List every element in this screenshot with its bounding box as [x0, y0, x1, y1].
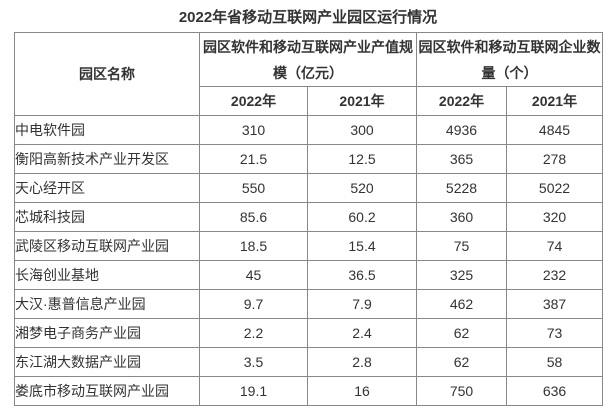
value-cell: 310 [199, 115, 308, 145]
year-header-output-2022: 2022年 [199, 86, 308, 116]
park-name-cell: 长海创业基地 [14, 260, 200, 290]
value-cell: 232 [506, 260, 603, 290]
year-header-count-2021: 2021年 [506, 86, 603, 116]
value-cell: 62 [416, 347, 507, 377]
column-group-enterprise-count: 园区软件和移动互联网企业数量（个） [416, 32, 603, 87]
table-row: 衡阳高新技术产业开发区 21.5 12.5 365 278 [14, 144, 603, 174]
page-title: 2022年省移动互联网产业园区运行情况 [178, 8, 438, 26]
value-cell: 5228 [416, 173, 507, 203]
year-header-output-2021: 2021年 [307, 86, 417, 116]
park-name-cell: 中电软件园 [14, 115, 200, 145]
value-cell: 750 [416, 376, 507, 406]
value-cell: 12.5 [307, 144, 417, 174]
value-cell: 2.2 [199, 318, 308, 348]
value-cell: 19.1 [199, 376, 308, 406]
value-cell: 21.5 [199, 144, 308, 174]
value-cell: 320 [506, 202, 603, 232]
value-cell: 85.6 [199, 202, 308, 232]
header-group-row: 园区名称 园区软件和移动互联网产业产值规模（亿元） 园区软件和移动互联网企业数量… [14, 32, 603, 116]
value-cell: 520 [307, 173, 417, 203]
value-cell: 365 [416, 144, 507, 174]
value-cell: 300 [307, 115, 417, 145]
park-name-cell: 武陵区移动互联网产业园 [14, 231, 200, 261]
table-row: 天心经开区 550 520 5228 5022 [14, 173, 603, 203]
header-year-row: 2022年 2021年 2022年 2021年 [15, 86, 603, 116]
park-name-cell: 娄底市移动互联网产业园 [14, 376, 200, 406]
value-cell: 18.5 [199, 231, 308, 261]
value-cell: 387 [506, 289, 603, 319]
park-name-cell: 衡阳高新技术产业开发区 [14, 144, 200, 174]
value-cell: 62 [416, 318, 507, 348]
value-cell: 74 [506, 231, 603, 261]
value-cell: 73 [506, 318, 603, 348]
park-name-cell: 芯城科技园 [14, 202, 200, 232]
table-row: 大汉·惠普信息产业园 9.7 7.9 462 387 [14, 289, 603, 319]
parks-table: 园区名称 园区软件和移动互联网产业产值规模（亿元） 园区软件和移动互联网企业数量… [14, 32, 603, 406]
value-cell: 5022 [506, 173, 603, 203]
value-cell: 2.8 [307, 347, 417, 377]
table-row: 湘梦电子商务产业园 2.2 2.4 62 73 [14, 318, 603, 348]
value-cell: 550 [199, 173, 308, 203]
value-cell: 4936 [416, 115, 507, 145]
value-cell: 36.5 [307, 260, 417, 290]
value-cell: 16 [307, 376, 417, 406]
value-cell: 9.7 [199, 289, 308, 319]
table-row: 长海创业基地 45 36.5 325 232 [14, 260, 603, 290]
park-name-cell: 天心经开区 [14, 173, 200, 203]
table-row: 芯城科技园 85.6 60.2 360 320 [14, 202, 603, 232]
value-cell: 60.2 [307, 202, 417, 232]
value-cell: 3.5 [199, 347, 308, 377]
value-cell: 15.4 [307, 231, 417, 261]
park-name-cell: 东江湖大数据产业园 [14, 347, 200, 377]
value-cell: 325 [416, 260, 507, 290]
value-cell: 462 [416, 289, 507, 319]
value-cell: 278 [506, 144, 603, 174]
park-name-cell: 湘梦电子商务产业园 [14, 318, 200, 348]
value-cell: 58 [506, 347, 603, 377]
value-cell: 636 [506, 376, 603, 406]
value-cell: 360 [416, 202, 507, 232]
value-cell: 45 [199, 260, 308, 290]
value-cell: 2.4 [307, 318, 417, 348]
table-row: 武陵区移动互联网产业园 18.5 15.4 75 74 [14, 231, 603, 261]
park-name-cell: 大汉·惠普信息产业园 [14, 289, 200, 319]
year-header-count-2022: 2022年 [416, 86, 507, 116]
column-header-park-name: 园区名称 [14, 32, 200, 116]
value-cell: 4845 [506, 115, 603, 145]
table-row: 娄底市移动互联网产业园 19.1 16 750 636 [14, 376, 603, 406]
table-row: 中电软件园 310 300 4936 4845 [14, 115, 603, 145]
value-cell: 75 [416, 231, 507, 261]
table-row: 东江湖大数据产业园 3.5 2.8 62 58 [14, 347, 603, 377]
column-group-output-value: 园区软件和移动互联网产业产值规模（亿元） [199, 32, 417, 87]
value-cell: 7.9 [307, 289, 417, 319]
